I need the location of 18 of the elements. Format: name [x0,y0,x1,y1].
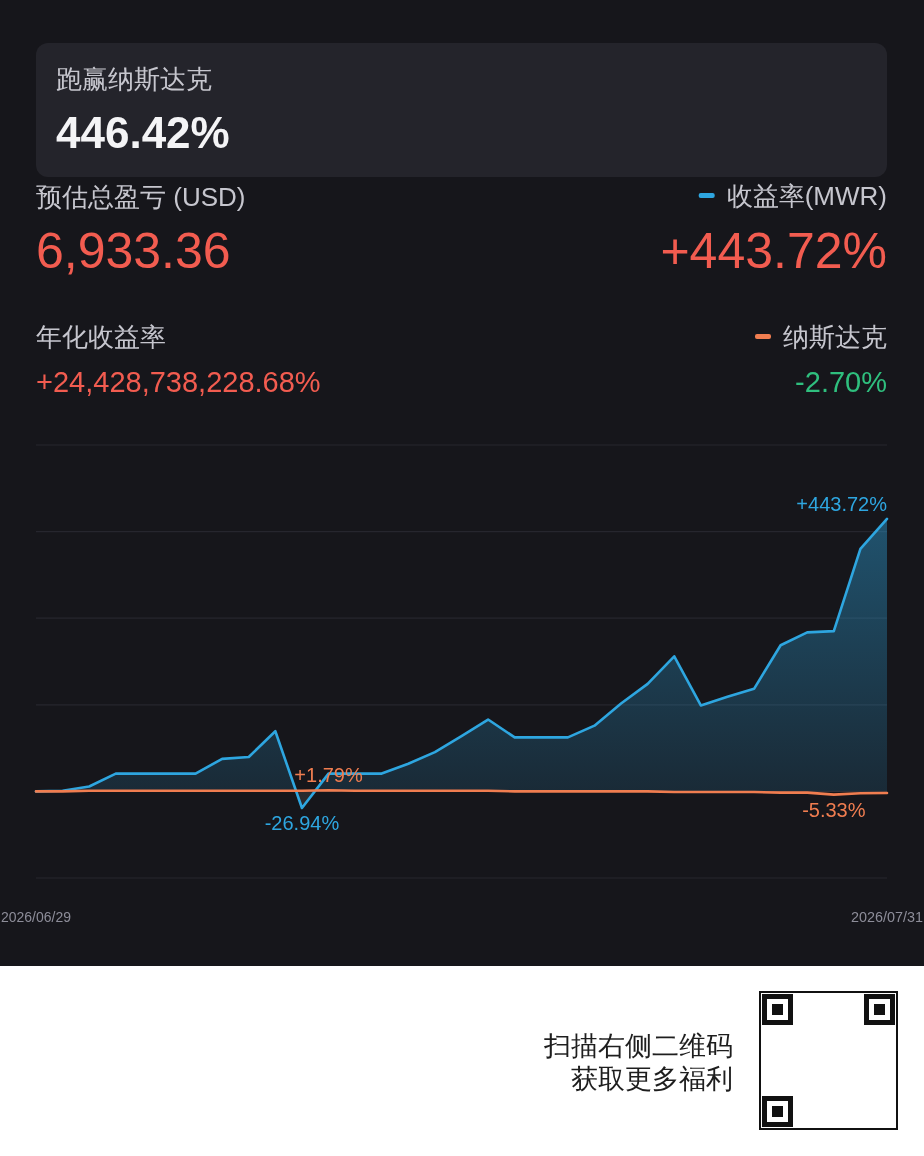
legend-label: 纳斯达克 [783,322,887,352]
legend-label: 收益率(MWR) [726,181,887,211]
value-label: +1.79% [294,764,363,787]
title: 跑赢纳斯达克 [56,64,212,94]
annotation: 年化收益率 [36,322,166,352]
value-label: -5.33% [802,798,866,821]
annotation: +24,428,738,228.68% [36,366,321,398]
value-label: -26.94% [264,811,340,834]
annotation: 6,933.36 [36,223,231,279]
annotation: 获取更多福利 [571,1064,733,1094]
annotation: +443.72% [660,223,887,279]
annotation: 扫描右侧二维码 [544,1031,733,1061]
x-tick: 2026/07/31 [851,909,923,925]
value-label: +443.72% [796,492,887,515]
annotation: -2.70% [795,366,887,398]
subtitle: 446.42% [56,108,230,157]
x-tick: 2026/06/29 [1,909,71,925]
annotation: 预估总盈亏 (USD) [36,182,246,212]
